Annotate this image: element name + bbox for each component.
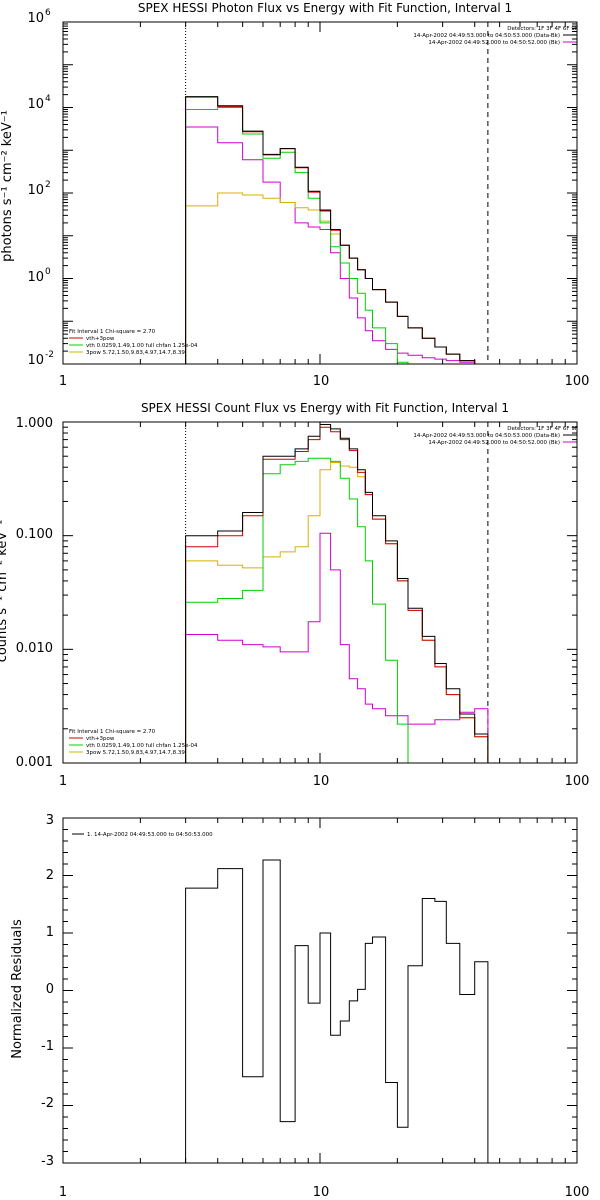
residuals-series-0 — [185, 859, 489, 1163]
y-tick-base: 10 — [27, 11, 44, 26]
y-tick-exponent: 0 — [45, 267, 51, 277]
count-flux-y-label: counts s⁻¹ cm⁻² keV⁻¹ — [0, 520, 10, 663]
residuals-x-tick-10: 10 — [313, 1185, 330, 1200]
photon-flux-legend-3pow: 3pow 5.72,1.50,9.83,4.97,14.7,8.39 — [86, 350, 185, 356]
count-flux-series-4 — [185, 532, 489, 763]
photon-flux-y-tick-1e4: 10 4 — [27, 94, 51, 112]
count-flux-legend-data-interval: 14-Apr-2002 04:49:53.000 to 04:50:53.000… — [413, 433, 560, 439]
residuals-y-tick-0: 0 — [46, 982, 54, 997]
photon-flux-y-label: photons s⁻¹ cm⁻² keV⁻¹ — [0, 110, 15, 262]
photon-flux-x-tick-10: 10 — [313, 374, 330, 389]
count-flux-legend-detectors: Detectors: 1F 3F 4F 6F 9F — [507, 426, 578, 432]
photon-flux-series-0 — [185, 96, 489, 364]
count-flux-y-tick-1.000: 1.000 — [16, 416, 53, 431]
count-flux-legend-3pow: 3pow 5.72,1.50,9.83,4.97,14.7,8.39 — [86, 750, 185, 756]
photon-flux-title: SPEX HESSI Photon Flux vs Energy with Fi… — [138, 1, 512, 15]
photon-flux-series-3 — [185, 192, 489, 364]
photon-flux-series-4 — [185, 126, 489, 364]
photon-flux-legend-fit-interval: Fit Interval 1 Chi-square = 2.70 — [69, 329, 156, 335]
photon-flux-y-tick-1e-2: 10 -2 — [27, 350, 54, 368]
photon-flux-legend-model: vth+3pow — [86, 336, 115, 342]
count-flux-x-tick-100: 100 — [565, 774, 590, 789]
y-tick-exponent: 2 — [45, 180, 51, 190]
photon-flux-panel: SPEX HESSI Photon Flux vs Energy with Fi… — [0, 1, 589, 389]
y-tick-exponent: 6 — [45, 8, 51, 18]
residuals-panel: Normalized Residuals 1 10 100 -3 -2 -1 0… — [10, 813, 589, 1200]
y-tick-exponent: 4 — [45, 94, 51, 104]
count-flux-series-2 — [185, 457, 409, 763]
count-flux-series-1 — [185, 426, 489, 763]
count-flux-y-tick-0.001: 0.001 — [16, 755, 53, 770]
residuals-legend-interval: 1. 14-Apr-2002 04:49:53.000 to 04:50:53.… — [87, 832, 213, 838]
photon-flux-x-tick-1: 1 — [59, 374, 67, 389]
residuals-x-tick-100: 100 — [565, 1185, 590, 1200]
residuals-plot-frame — [62, 817, 578, 1164]
y-tick-base: 10 — [27, 270, 44, 285]
residuals-x-tick-1: 1 — [59, 1185, 67, 1200]
count-flux-x-tick-10: 10 — [313, 774, 330, 789]
photon-flux-legend-detectors: Detectors: 1F 3F 4F 6F 9F — [507, 26, 578, 32]
photon-flux-plot-frame — [62, 21, 578, 365]
photon-flux-y-tick-1e6: 10 6 — [27, 8, 51, 26]
y-tick-base: 10 — [27, 183, 44, 198]
count-flux-series-3 — [185, 462, 489, 763]
count-flux-plot-frame — [62, 421, 578, 764]
photon-flux-y-tick-1e2: 10 2 — [27, 180, 50, 198]
count-flux-series-0 — [185, 424, 489, 763]
y-tick-base: 10 — [27, 353, 44, 368]
count-flux-legend-fit-interval: Fit Interval 1 Chi-square = 2.70 — [69, 729, 156, 735]
count-flux-y-tick-0.010: 0.010 — [16, 641, 53, 656]
residuals-y-tick-neg2: -2 — [41, 1096, 54, 1111]
residuals-y-tick-neg1: -1 — [41, 1039, 54, 1054]
residuals-y-tick-2: 2 — [46, 868, 54, 883]
count-flux-legend-bk-interval: 14-Apr-2002 04:49:52.000 to 04:50:52.000… — [428, 440, 560, 446]
count-flux-y-tick-0.100: 0.100 — [16, 527, 53, 542]
residuals-y-tick-3: 3 — [46, 813, 54, 828]
photon-flux-ticks — [62, 22, 577, 365]
y-tick-exponent: -2 — [45, 350, 54, 360]
photon-flux-y-tick-1e0: 10 0 — [27, 267, 51, 285]
count-flux-panel: SPEX HESSI Count Flux vs Energy with Fit… — [0, 401, 589, 789]
photon-flux-x-tick-100: 100 — [565, 374, 590, 389]
residuals-y-label: Normalized Residuals — [10, 919, 25, 1059]
photon-flux-legend-bk-interval: 14-Apr-2002 04:49:52.000 to 04:50:52.000… — [428, 40, 560, 46]
count-flux-x-tick-1: 1 — [59, 774, 67, 789]
photon-flux-legend-data-interval: 14-Apr-2002 04:49:53.000 to 04:50:53.000… — [413, 33, 560, 39]
count-flux-legend-model: vth+3pow — [86, 736, 115, 742]
y-tick-base: 10 — [27, 97, 44, 112]
photon-flux-legend-vth: vth 0.0259,1.49,1.00 full chfan 1.25e-04 — [86, 343, 198, 349]
photon-flux-series-1 — [185, 96, 489, 364]
count-flux-title: SPEX HESSI Count Flux vs Energy with Fit… — [141, 401, 509, 415]
residuals-y-tick-1: 1 — [46, 925, 54, 940]
count-flux-legend-vth: vth 0.0259,1.49,1.00 full chfan 1.25e-04 — [86, 743, 198, 749]
photon-flux-series-2 — [185, 107, 409, 364]
residuals-y-tick-neg3: -3 — [41, 1154, 54, 1169]
